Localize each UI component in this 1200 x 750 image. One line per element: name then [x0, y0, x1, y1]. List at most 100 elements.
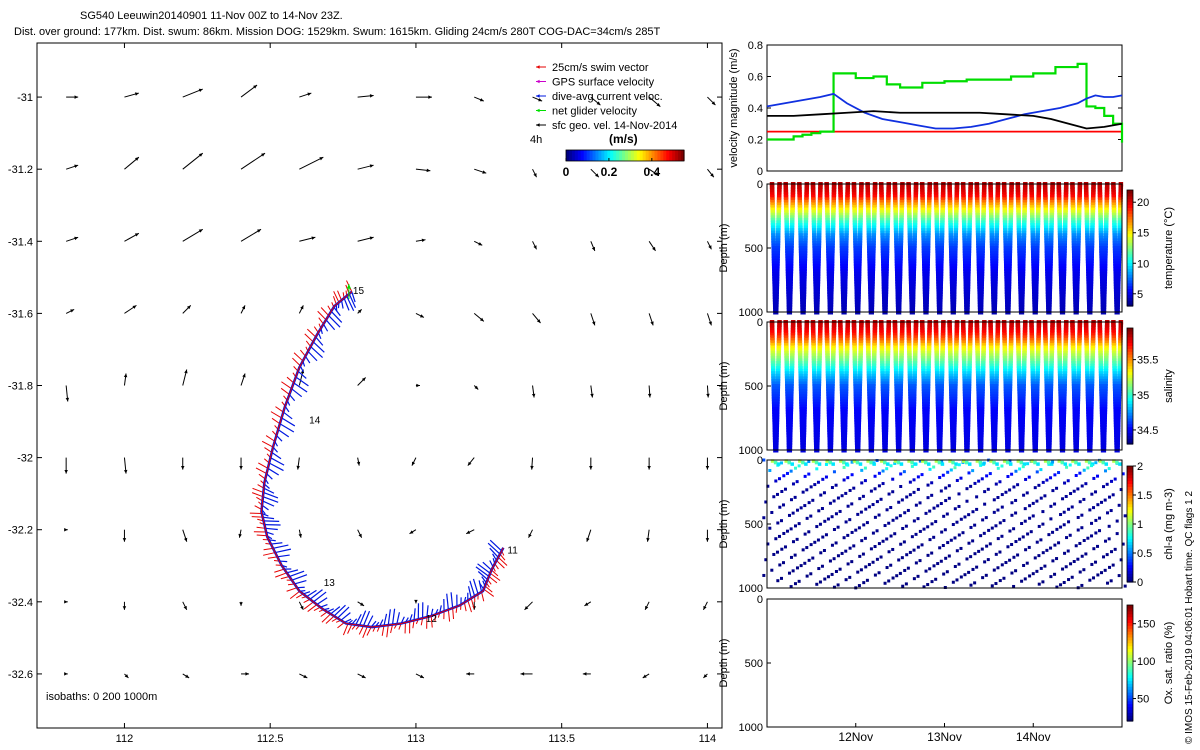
temperature-point: [825, 235, 831, 241]
temperature-point: [818, 187, 823, 192]
temperature-point: [1097, 192, 1103, 197]
dac-vector: [325, 319, 336, 331]
temperature-point: [965, 294, 970, 300]
temperature-point: [825, 222, 830, 228]
temperature-point: [1043, 205, 1048, 210]
temperature-point: [885, 222, 890, 228]
salinity-point: [815, 414, 821, 420]
temperature-point: [880, 228, 885, 233]
salinity-point: [920, 332, 925, 338]
temperature-point: [856, 281, 862, 287]
temperature-point: [776, 194, 782, 200]
salinity-point: [854, 409, 859, 415]
salinity-point: [941, 322, 946, 328]
salinity-point: [881, 412, 886, 417]
salinity-point: [907, 358, 912, 363]
temperature-point: [852, 217, 858, 223]
swim-vector: [496, 560, 505, 569]
temperature-point: [936, 276, 941, 282]
temperature-point: [935, 263, 941, 269]
temperature-point: [994, 225, 1000, 231]
temperature-point: [907, 228, 913, 233]
temperature-colorbar-seg: [1127, 198, 1133, 203]
temperature-point: [816, 258, 821, 264]
salinity-point: [871, 381, 876, 386]
temperature-point: [949, 261, 954, 266]
temperature-point: [1043, 215, 1049, 220]
temperature-point: [840, 279, 846, 284]
temperature-point: [935, 240, 940, 246]
temperature-point: [1062, 248, 1067, 254]
temperature-point: [979, 292, 984, 297]
salinity-point: [871, 371, 877, 376]
temperature-point: [906, 202, 912, 207]
geo-vector: [65, 164, 79, 170]
geo-vector: [648, 168, 660, 177]
temperature-point: [880, 248, 886, 254]
temperature-point: [856, 299, 861, 305]
salinity-point: [831, 353, 836, 358]
salinity-point: [843, 384, 849, 389]
salinity-point: [871, 366, 877, 371]
temperature-point: [974, 184, 980, 190]
temperature-point: [870, 253, 876, 259]
temperature-point: [993, 251, 999, 256]
salinity-point: [844, 378, 849, 384]
temperature-point: [895, 274, 900, 279]
salinity-point: [838, 353, 844, 358]
temperature-point: [844, 220, 850, 225]
temperature-point: [1063, 194, 1069, 200]
temperature-point: [980, 251, 985, 256]
temperature-point: [1062, 251, 1067, 256]
temperature-point: [799, 263, 804, 269]
salinity-point: [857, 368, 863, 374]
salinity-point: [813, 409, 818, 415]
salinity-point: [830, 378, 835, 384]
temperature-point: [893, 215, 899, 220]
temperature-point: [854, 279, 859, 284]
temperature-point: [784, 235, 790, 241]
temperature-point: [842, 299, 847, 305]
salinity-point: [867, 384, 872, 389]
temperature-point: [980, 246, 985, 251]
salinity-point: [816, 368, 822, 374]
temperature-point: [788, 261, 794, 266]
temperature-point: [1084, 189, 1089, 195]
salinity-point: [797, 353, 803, 358]
salinity-point: [804, 325, 809, 330]
swim-vector: [267, 556, 278, 559]
temperature-colorbar-seg: [1127, 221, 1133, 226]
temperature-point: [912, 248, 917, 254]
temperature-point: [770, 205, 775, 210]
salinity-point: [947, 330, 953, 335]
temperature-point: [1098, 202, 1103, 207]
salinity-point: [826, 417, 832, 422]
temperature-point: [953, 233, 958, 238]
temperature-point: [813, 276, 818, 282]
temperature-point: [968, 187, 973, 192]
temperature-point: [907, 235, 913, 241]
temperature-point: [798, 225, 803, 231]
temperature-point: [884, 258, 889, 264]
salinity-point: [935, 389, 940, 394]
temperature-point: [949, 248, 954, 254]
temperature-point: [897, 266, 903, 271]
temperature-point: [1016, 210, 1021, 215]
salinity-point: [829, 412, 834, 417]
temperature-point: [962, 230, 967, 236]
temperature-point: [811, 202, 816, 207]
salinity-point: [922, 401, 927, 407]
salinity-point: [963, 414, 968, 420]
temperature-point: [844, 222, 849, 228]
salinity-point: [825, 378, 831, 384]
temperature-point: [1112, 243, 1118, 248]
temperature-point: [938, 299, 943, 305]
salinity-point: [908, 409, 914, 415]
temperature-point: [771, 251, 777, 256]
temperature-point: [1057, 210, 1062, 215]
salinity-point: [879, 348, 885, 353]
temperature-point: [826, 269, 832, 274]
temperature-point: [1085, 261, 1091, 266]
temperature-point: [1058, 274, 1064, 279]
salinity-point: [884, 404, 889, 409]
